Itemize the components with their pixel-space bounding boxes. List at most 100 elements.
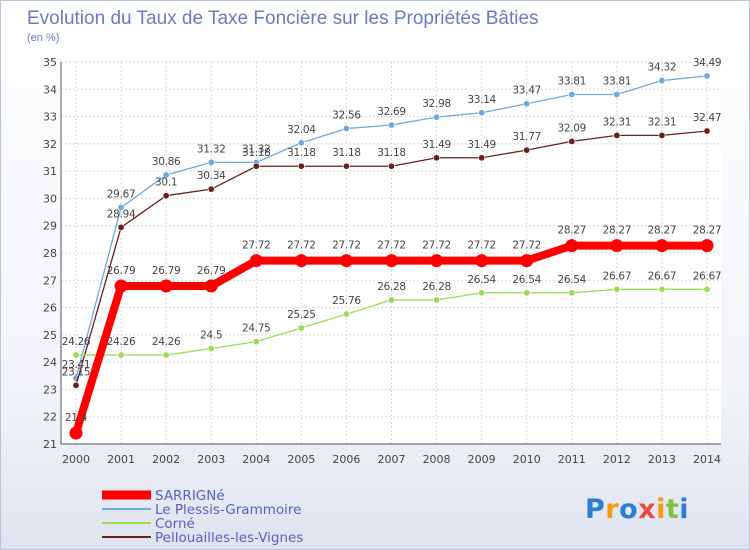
data-label: 26.54 [467, 274, 496, 286]
data-label: 23.41 [62, 359, 91, 371]
data-point [339, 254, 353, 268]
data-point [72, 381, 80, 389]
data-point [252, 162, 260, 170]
plot-area: 21 22 23 24 25 26 27 28 29 30 31 32 33 34 35 2000 2001 20… [43, 56, 722, 466]
data-label: 21.4 [65, 412, 88, 424]
chart-title: Evolution du Taux de Taxe Foncière sur l… [27, 8, 539, 29]
data-point [207, 185, 215, 193]
logo-letter: i [656, 494, 666, 525]
data-point [387, 162, 395, 170]
data-label: 33.14 [467, 94, 496, 106]
data-point [342, 162, 350, 170]
data-label: 27.72 [377, 240, 406, 252]
data-point [613, 131, 621, 139]
x-tick-label: 2003 [197, 453, 225, 466]
data-point [342, 310, 350, 318]
data-point [655, 239, 669, 253]
logo-wordmark: Proxiti [585, 494, 689, 525]
data-label: 24.75 [242, 323, 271, 335]
data-point [387, 296, 395, 304]
x-tick-label: 2011 [558, 453, 586, 466]
data-label: 25.25 [287, 309, 316, 321]
data-label: 26.28 [377, 281, 406, 293]
data-label: 28.27 [603, 225, 632, 237]
data-label: 26.79 [197, 265, 226, 277]
data-point [162, 192, 170, 200]
x-tick-label: 2012 [603, 453, 631, 466]
x-tick-label: 2008 [423, 453, 451, 466]
y-tick-label: 22 [43, 411, 57, 424]
y-tick-label: 33 [43, 111, 57, 124]
data-label: 26.54 [512, 274, 541, 286]
legend-label: Pellouailles-les-Vignes [155, 530, 303, 546]
data-label: 26.28 [422, 281, 451, 293]
x-tick-label: 2009 [468, 453, 496, 466]
data-label: 26.67 [648, 270, 677, 282]
data-point [433, 154, 441, 162]
data-label: 27.72 [422, 240, 451, 252]
data-label: 26.79 [107, 265, 136, 277]
data-label: 32.31 [648, 116, 677, 128]
data-point [72, 351, 80, 359]
data-label: 33.47 [512, 85, 541, 97]
data-label: 30.1 [155, 177, 177, 189]
x-tick-label: 2005 [287, 453, 315, 466]
x-tick-label: 2010 [513, 453, 541, 466]
chart-subtitle: (en %) [27, 32, 59, 44]
data-point [523, 289, 531, 297]
data-point [69, 426, 83, 440]
data-point [568, 137, 576, 145]
data-label: 26.54 [558, 274, 587, 286]
data-label: 33.81 [558, 75, 587, 87]
data-label: 31.18 [332, 147, 361, 159]
data-point [430, 254, 444, 268]
y-tick-label: 24 [43, 356, 57, 369]
data-label: 24.26 [107, 336, 136, 348]
data-point [478, 289, 486, 297]
data-point [117, 351, 125, 359]
data-point [207, 158, 215, 166]
data-point [658, 77, 666, 85]
data-point [297, 139, 305, 147]
data-point [520, 254, 534, 268]
data-label: 27.72 [332, 240, 361, 252]
legend-label: SARRIGNé [155, 488, 225, 504]
data-label: 31.32 [242, 143, 271, 155]
x-tick-label: 2013 [648, 453, 676, 466]
legend-label: Le Plessis-Grammoire [155, 502, 301, 518]
y-tick-label: 35 [43, 56, 57, 69]
data-point [703, 72, 711, 80]
data-point [700, 239, 714, 253]
data-point [207, 344, 215, 352]
y-tick-label: 27 [43, 274, 57, 287]
data-point [658, 285, 666, 293]
logo-letter: P [585, 494, 605, 525]
x-tick-label: 2006 [332, 453, 360, 466]
data-label: 31.77 [512, 131, 541, 143]
data-point [568, 289, 576, 297]
data-label: 32.09 [558, 122, 587, 134]
y-tick-label: 32 [43, 138, 57, 151]
data-point [117, 203, 125, 211]
data-point [162, 351, 170, 359]
data-point [433, 113, 441, 121]
data-label: 25.76 [332, 295, 361, 307]
data-point [703, 127, 711, 135]
data-label: 27.72 [287, 240, 316, 252]
y-tick-label: 26 [43, 302, 57, 315]
x-tick-label: 2002 [152, 453, 180, 466]
data-point [294, 254, 308, 268]
data-point [114, 279, 128, 293]
y-tick-label: 29 [43, 220, 57, 233]
x-tick-label: 2001 [107, 453, 135, 466]
data-point [523, 100, 531, 108]
logo-letter: o [619, 494, 638, 525]
data-label: 24.26 [62, 336, 91, 348]
data-label: 24.5 [200, 330, 222, 342]
data-label: 28.27 [693, 225, 722, 237]
y-tick-label: 34 [43, 83, 57, 96]
data-point [613, 285, 621, 293]
data-point [610, 239, 624, 253]
